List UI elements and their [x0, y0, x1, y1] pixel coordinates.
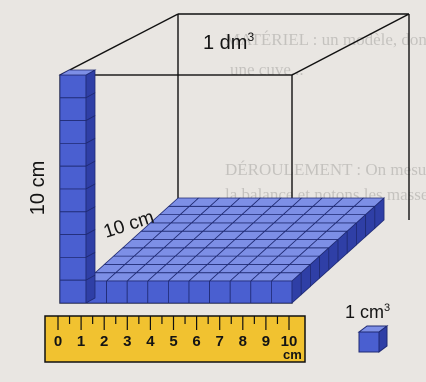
base-side-cell	[374, 197, 385, 230]
column-side-cell	[85, 274, 96, 304]
ruler-tick-label: 7	[216, 333, 224, 350]
unit-cube-side	[378, 325, 388, 353]
ruler-tick-label: 4	[146, 333, 155, 350]
ruler-marks	[57, 316, 290, 330]
background-line: une cuve...	[230, 60, 304, 79]
background-line: DÉROULEMENT : On mesure	[225, 160, 426, 179]
column-front-cell	[59, 256, 87, 281]
background-text: MATÉRIEL : un modèle, donc une cuve... D…	[225, 30, 426, 204]
column-front-cell	[59, 142, 87, 167]
base-front-cell	[167, 280, 190, 304]
column-front-cell	[59, 165, 87, 190]
unit-cube-label-exponent: 3	[384, 302, 390, 314]
height-column-cubes	[58, 69, 97, 304]
column-front-cell	[59, 74, 87, 99]
unit-cube	[357, 325, 389, 353]
base-front-cell	[229, 280, 252, 304]
ruler-tick-label: 6	[192, 333, 200, 350]
ruler-labels: 0 1 2 3 4 5 6 7 8 9 10	[54, 333, 298, 350]
unit-cube-front	[358, 331, 380, 353]
base-front-cell	[147, 280, 169, 304]
ruler-tick-label: 3	[123, 333, 131, 350]
unit-cube-label-text: 1 cm	[345, 302, 384, 322]
base-front-cell	[209, 280, 231, 304]
volume-cube-label-exponent: 3	[247, 30, 254, 44]
column-front-cell	[59, 97, 87, 121]
ruler-tick-label: 0	[54, 333, 62, 350]
column-front-cell	[59, 279, 87, 304]
cube-edge-top-left	[59, 13, 179, 76]
background-line: MATÉRIEL : un modèle, donc	[225, 30, 426, 49]
base-layer-cubes	[84, 197, 386, 304]
base-front-cell	[126, 280, 149, 304]
volume-cube-label-text: 1 dm	[203, 32, 247, 54]
ruler-tick-label: 10	[281, 333, 298, 350]
column-top-cell	[58, 69, 97, 76]
ruler-tick-label: 1	[77, 333, 85, 350]
column-front-cell	[59, 120, 87, 144]
base-front-cell	[188, 280, 211, 304]
cube-edge-top-right	[291, 13, 410, 76]
ruler-unit: cm	[283, 347, 302, 362]
height-label: 10 cm	[27, 161, 49, 215]
ruler-tick-label: 5	[169, 333, 177, 350]
base-front-cell	[106, 280, 128, 304]
unit-cube-label: 1 cm3	[345, 302, 390, 322]
base-front-cell	[250, 280, 272, 304]
ruler: 0 1 2 3 4 5 6 7 8 9 10 cm	[44, 315, 306, 363]
column-front-cell	[59, 211, 87, 236]
ruler-body	[44, 315, 306, 363]
column-front-cell	[59, 188, 87, 213]
ruler-tick-label: 2	[100, 333, 108, 350]
volume-cube-label: 1 dm3	[203, 30, 254, 54]
column-front-cell	[59, 234, 87, 258]
ruler-tick-label: 8	[239, 333, 247, 350]
base-front-cell	[270, 280, 293, 304]
ruler-tick-label: 9	[262, 333, 270, 350]
